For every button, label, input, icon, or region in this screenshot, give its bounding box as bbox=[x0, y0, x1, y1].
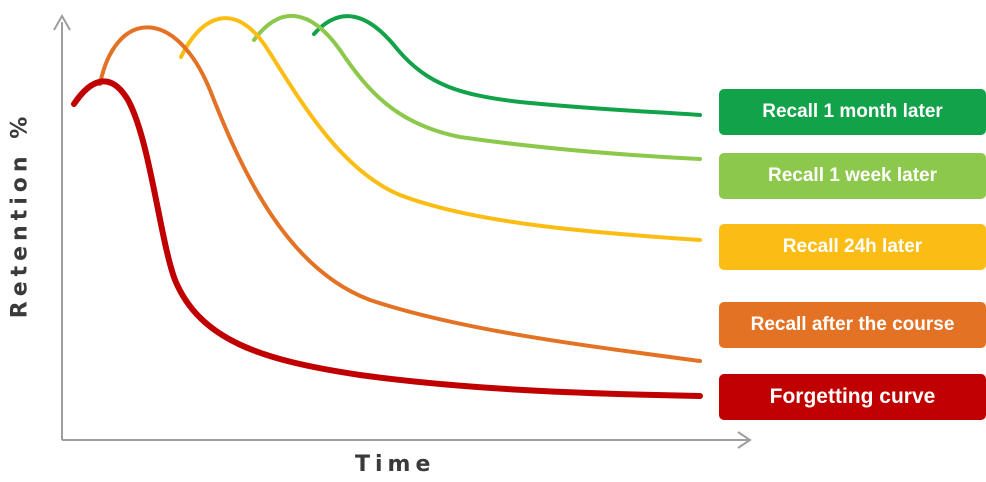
x-axis-arrowhead bbox=[737, 431, 752, 449]
curve-recall-1-week bbox=[252, 14, 702, 161]
label-recall-1-week: Recall 1 week later bbox=[719, 153, 986, 199]
label-recall-1-week-text: Recall 1 week later bbox=[768, 165, 937, 186]
label-recall-1-month-text: Recall 1 month later bbox=[762, 101, 943, 122]
curve-recall-1-month bbox=[312, 14, 702, 117]
label-recall-after-course-text: Recall after the course bbox=[750, 314, 955, 335]
y-axis-title-text: Retention % bbox=[7, 111, 33, 319]
label-recall-1-month: Recall 1 month later bbox=[719, 89, 986, 135]
y-axis-arrowhead bbox=[53, 13, 71, 31]
label-recall-after-course: Recall after the course bbox=[719, 302, 986, 348]
label-recall-24h: Recall 24h later bbox=[719, 224, 986, 270]
axes bbox=[53, 13, 752, 449]
label-forgetting-curve-text: Forgetting curve bbox=[769, 385, 936, 408]
curve-forgetting bbox=[71, 78, 703, 399]
label-forgetting-curve: Forgetting curve bbox=[719, 374, 986, 420]
curve-recall-24h bbox=[179, 16, 702, 242]
label-recall-24h-text: Recall 24h later bbox=[782, 236, 923, 257]
curve-recall-after-course bbox=[98, 25, 702, 363]
x-axis-title: Time bbox=[355, 452, 436, 477]
